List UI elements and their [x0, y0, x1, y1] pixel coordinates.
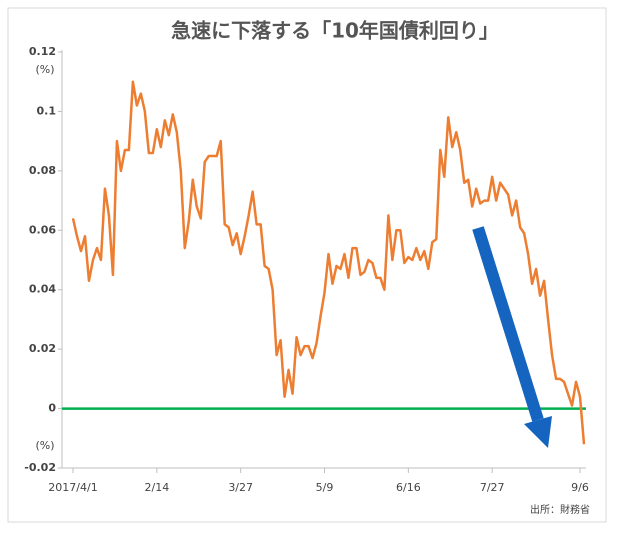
- chart-frame: [7, 7, 607, 523]
- chart-title: 急速に下落する「10年国債利回り」: [171, 19, 499, 43]
- y-unit: (%): [35, 439, 54, 452]
- x-tick-label: 5/9: [316, 481, 334, 494]
- line-series: [71, 80, 586, 445]
- y-tick-label: -0.02: [24, 461, 56, 474]
- x-tick-label: 6/16: [396, 481, 421, 494]
- arrow: [472, 226, 552, 448]
- y-tick-label: 0.04: [29, 283, 56, 296]
- x-tick-label: 2/14: [144, 481, 169, 494]
- y-tick-label: 0.1: [37, 104, 57, 117]
- y-tick-label: 0.08: [29, 164, 56, 177]
- y-tick-label: 0.02: [29, 342, 56, 355]
- x-tick-label: 9/6: [571, 481, 589, 494]
- y-tick-label: 0.12: [29, 45, 56, 58]
- source: 出所：財務省: [530, 503, 590, 516]
- y-unit: (%): [35, 63, 54, 76]
- y-tick-label: 0: [48, 402, 56, 415]
- x-tick-label: 2017/4/1: [48, 481, 97, 494]
- x-tick-label: 7/27: [480, 481, 505, 494]
- y-tick-label: 0.06: [29, 223, 56, 236]
- x-tick-label: 3/27: [228, 481, 253, 494]
